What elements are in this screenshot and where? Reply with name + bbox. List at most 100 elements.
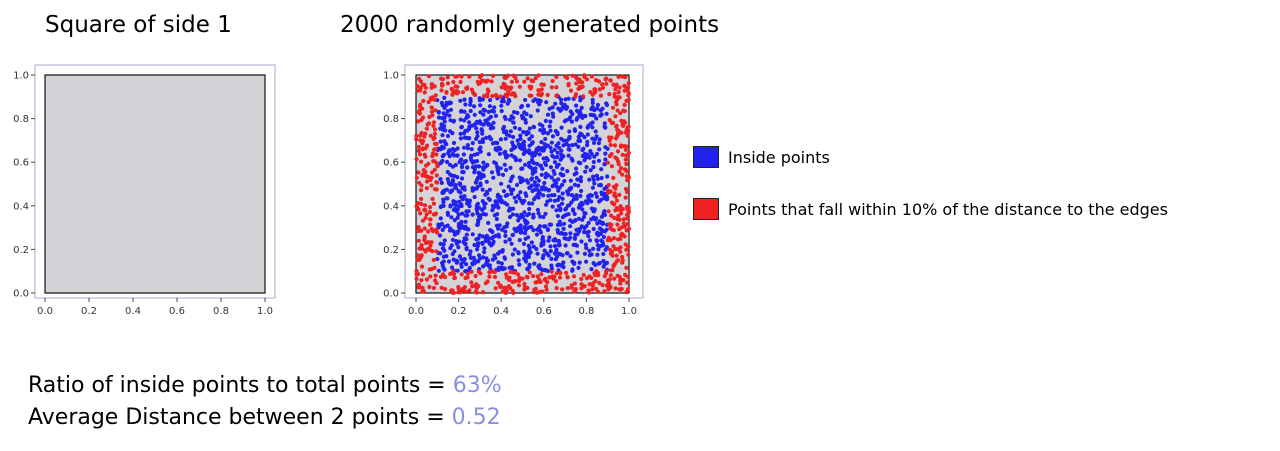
- inside-point: [577, 138, 582, 143]
- edge-point: [414, 204, 419, 209]
- edge-point: [433, 211, 439, 216]
- inside-point: [555, 163, 560, 168]
- inside-point: [450, 173, 455, 178]
- edge-point: [623, 195, 628, 200]
- inside-point: [464, 197, 469, 202]
- inside-point: [475, 222, 480, 227]
- y-tick-label: 0.0: [13, 289, 29, 300]
- inside-point: [586, 229, 591, 234]
- edge-point: [536, 88, 541, 93]
- inside-point: [438, 177, 443, 182]
- inside-point: [547, 124, 552, 129]
- inside-point: [551, 114, 556, 119]
- inside-point: [575, 177, 580, 182]
- inside-point: [544, 100, 549, 105]
- inside-point: [507, 214, 513, 220]
- edge-point: [432, 135, 437, 140]
- inside-point: [535, 251, 540, 256]
- edge-point: [420, 141, 425, 146]
- inside-point: [584, 259, 589, 264]
- inside-point: [523, 259, 529, 264]
- inside-point: [599, 175, 604, 181]
- inside-point: [524, 112, 529, 117]
- inside-point: [472, 152, 477, 157]
- edge-point: [533, 76, 538, 81]
- edge-point: [480, 290, 485, 295]
- inside-point: [596, 261, 601, 266]
- inside-point: [450, 237, 455, 242]
- inside-point: [467, 124, 473, 129]
- inside-point: [590, 125, 595, 130]
- edge-point: [593, 273, 598, 278]
- inside-point: [536, 145, 541, 150]
- inside-point: [495, 164, 500, 169]
- y-tick-label: 0.6: [13, 158, 29, 169]
- edge-point: [429, 267, 434, 272]
- inside-point: [547, 187, 552, 193]
- inside-point: [543, 162, 549, 168]
- inside-point: [591, 261, 596, 266]
- inside-point: [524, 193, 529, 198]
- edge-point: [624, 144, 629, 149]
- edge-point: [487, 274, 492, 279]
- edge-point: [424, 277, 430, 282]
- edge-point: [416, 225, 421, 230]
- edge-point: [607, 154, 612, 159]
- inside-point: [552, 160, 558, 165]
- inside-point: [560, 191, 565, 196]
- inside-point: [601, 251, 606, 257]
- inside-point: [570, 259, 575, 264]
- inside-point: [560, 196, 565, 201]
- edge-point: [498, 283, 503, 288]
- inside-point: [507, 237, 512, 242]
- y-tick-label: 0.4: [13, 201, 29, 212]
- inside-point: [519, 230, 524, 235]
- inside-point: [449, 215, 454, 220]
- edge-point: [417, 285, 422, 290]
- edge-point: [482, 93, 487, 98]
- edge-point: [473, 92, 478, 98]
- edge-point: [568, 88, 574, 93]
- inside-point: [599, 167, 604, 172]
- inside-point: [568, 224, 573, 229]
- edge-point: [423, 240, 429, 246]
- edge-point: [557, 275, 563, 280]
- inside-point: [437, 233, 443, 238]
- inside-point: [474, 208, 480, 213]
- inside-point: [569, 200, 574, 205]
- inside-point: [531, 124, 536, 129]
- inside-point: [571, 242, 576, 247]
- edge-point: [427, 209, 432, 215]
- edge-point: [433, 273, 438, 278]
- inside-point: [527, 185, 532, 190]
- inside-point: [536, 211, 541, 216]
- inside-point: [542, 130, 547, 135]
- inside-point: [510, 232, 515, 238]
- inside-point: [441, 259, 446, 264]
- edge-point: [460, 90, 466, 95]
- inside-point: [552, 155, 557, 160]
- inside-point: [460, 162, 465, 167]
- edge-point: [539, 91, 544, 96]
- inside-point: [442, 115, 447, 120]
- inside-point: [450, 152, 456, 157]
- inside-point: [478, 175, 483, 181]
- inside-point: [569, 119, 574, 124]
- edge-point: [573, 94, 578, 99]
- inside-point: [459, 202, 464, 207]
- edge-point: [617, 95, 622, 100]
- inside-point: [597, 226, 603, 231]
- edge-point: [494, 93, 499, 98]
- inside-point: [594, 231, 600, 236]
- inside-point: [452, 218, 457, 223]
- inside-point: [529, 176, 535, 181]
- inside-point: [574, 103, 579, 108]
- inside-point: [464, 237, 469, 242]
- inside-point: [501, 129, 507, 135]
- inside-point: [585, 132, 590, 137]
- inside-point: [545, 131, 550, 136]
- edge-point: [613, 114, 618, 119]
- inside-point: [553, 129, 558, 134]
- inside-point: [462, 135, 467, 140]
- inside-point: [438, 139, 443, 144]
